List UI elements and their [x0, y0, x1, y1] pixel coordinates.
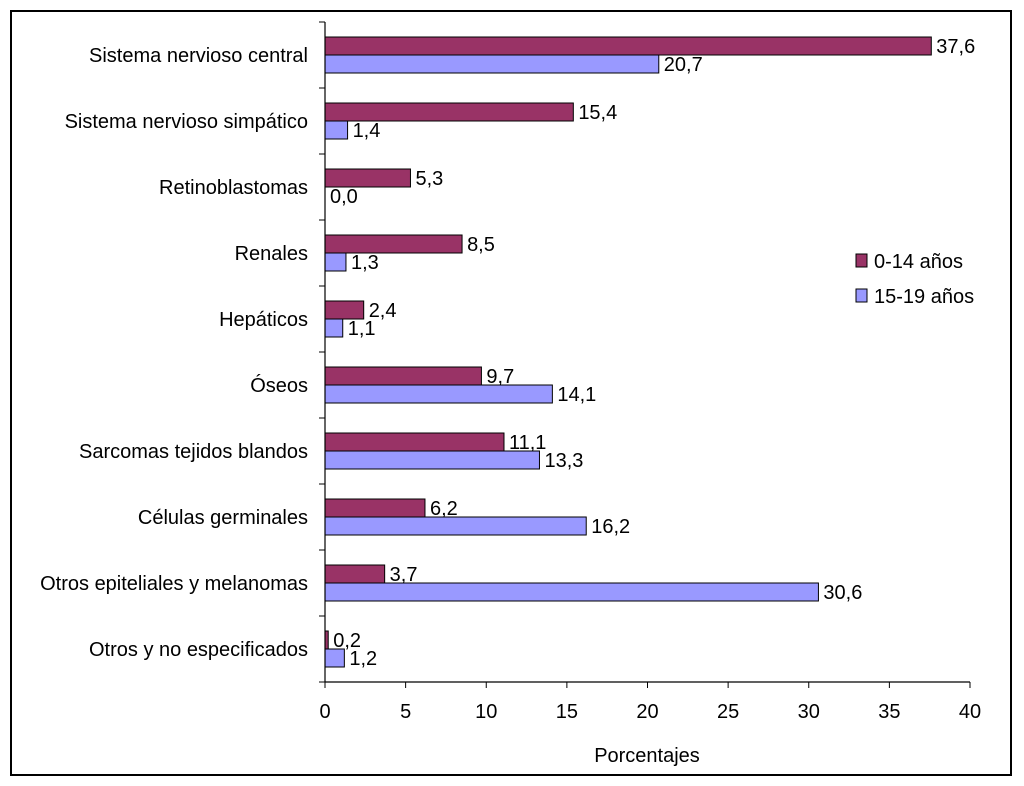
category-label: Otros epiteliales y melanomas	[40, 573, 308, 595]
labels-layer: Sistema nervioso central 37,6 20,7 Sistema …	[40, 36, 981, 723]
x-axis-title: Porcentajes	[594, 745, 700, 767]
bar-15-19	[324, 54, 660, 74]
category-label: Óseos	[250, 374, 308, 397]
data-label: 5,3	[415, 168, 443, 190]
x-tick-label: 20	[636, 701, 658, 723]
data-label: 13,3	[544, 450, 583, 472]
x-tick-label: 35	[878, 701, 900, 723]
category-label: Sistema nervioso simpático	[65, 111, 308, 133]
x-tick-label: 0	[319, 701, 330, 723]
data-label: 3,7	[390, 564, 418, 586]
data-label: 37,6	[936, 36, 975, 58]
category-label: Retinoblastomas	[159, 177, 308, 199]
bar-0-14	[324, 300, 365, 320]
data-label: 6,2	[430, 498, 458, 520]
x-tick-label: 10	[475, 701, 497, 723]
bar-0-14	[324, 366, 482, 386]
bars-layer	[324, 36, 932, 668]
legend-swatch-15-19	[855, 288, 868, 303]
data-label: 11,1	[509, 432, 546, 454]
bar-0-14	[324, 498, 426, 518]
bar-15-19	[324, 318, 344, 338]
data-label: 0,0	[330, 186, 358, 208]
axes	[319, 21, 971, 688]
legend-label-15-19: 15-19 años	[874, 286, 974, 308]
data-label: 14,1	[557, 384, 596, 406]
x-tick-label: 25	[717, 701, 739, 723]
category-label: Sistema nervioso central	[89, 45, 308, 67]
bar-15-19	[324, 384, 553, 404]
x-tick-label: 15	[556, 701, 578, 723]
data-label: 0,2	[333, 630, 361, 652]
category-label: Células germinales	[138, 507, 308, 529]
data-label: 1,2	[349, 648, 377, 670]
data-label: 20,7	[664, 54, 703, 76]
x-tick-label: 5	[400, 701, 411, 723]
category-label: Otros y no especificados	[89, 639, 308, 661]
data-label: 15,4	[578, 102, 617, 124]
bar-15-19	[324, 450, 540, 470]
bar-0-14	[324, 36, 932, 56]
data-label: 9,7	[486, 366, 514, 388]
data-label: 16,2	[591, 516, 630, 538]
x-tick-label: 30	[798, 701, 820, 723]
legend-swatch-0-14	[855, 253, 868, 268]
category-label: Sarcomas tejidos blandos	[79, 441, 308, 463]
data-label: 30,6	[823, 582, 862, 604]
data-label: 1,4	[353, 120, 381, 142]
data-label: 1,1	[348, 318, 376, 340]
data-label: 8,5	[467, 234, 495, 256]
bar-0-14	[324, 234, 463, 254]
data-label: 1,3	[351, 252, 379, 274]
bar-15-19	[324, 252, 347, 272]
bar-0-14	[324, 432, 505, 452]
bar-0-14	[324, 102, 574, 122]
legend: 0-14 años 15-19 años	[855, 251, 974, 308]
bar-0-14	[324, 168, 411, 188]
bar-0-14	[324, 564, 386, 584]
category-label: Renales	[235, 243, 308, 265]
x-tick-label: 40	[959, 701, 981, 723]
legend-label-0-14: 0-14 años	[874, 251, 963, 273]
data-label: 2,4	[369, 300, 397, 322]
bar-15-19	[324, 120, 349, 140]
category-label: Hepáticos	[219, 309, 308, 331]
